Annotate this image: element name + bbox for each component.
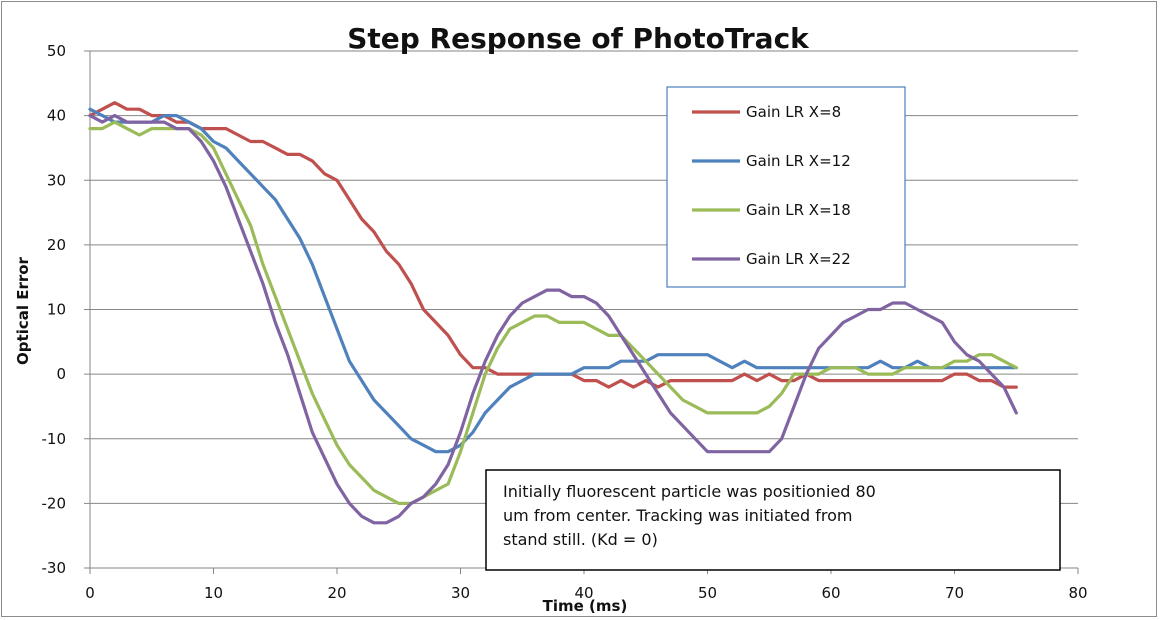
series-line-2: [88, 107, 1018, 454]
legend-label-4: Gain LR X=22: [746, 250, 851, 268]
y-tick-label: 30: [47, 171, 66, 189]
y-tick-label: 40: [47, 107, 66, 125]
annotation-border: [485, 469, 1061, 571]
y-tick-label: 0: [56, 365, 66, 383]
x-tick-label: 60: [821, 584, 840, 602]
legend: Gain LR X=8 Gain LR X=12 Gain LR X=18 Gain …: [666, 86, 906, 288]
x-tick-label: 40: [574, 584, 593, 602]
legend-label-2: Gain LR X=12: [746, 152, 851, 170]
y-tick-labels: 50 40 30 20 10 0 -10 -20 -30: [42, 42, 67, 577]
y-tick-label: 10: [47, 301, 66, 319]
annotation-line-2: um from center. Tracking was initiated f…: [503, 506, 852, 525]
legend-label-1: Gain LR X=8: [746, 103, 841, 121]
x-axis-label: Time (ms): [543, 597, 628, 615]
x-tick-label: 50: [698, 584, 717, 602]
x-tick-label: 10: [204, 584, 223, 602]
series-line-4: [88, 113, 1018, 525]
x-tick-label: 20: [327, 584, 346, 602]
chart-title: Step Response of PhotoTrack: [347, 22, 810, 55]
y-tick-label: -20: [42, 494, 67, 512]
annotation-line-3: stand still. (Kd = 0): [503, 530, 658, 549]
legend-box: [666, 86, 906, 288]
y-axis-label: Optical Error: [14, 256, 32, 365]
annotation-line-1: Initially fluorescent particle was posit…: [503, 482, 876, 501]
series-lines: [88, 101, 1018, 525]
x-tick-label: 70: [945, 584, 964, 602]
x-tick-label: 0: [85, 584, 95, 602]
y-tick-label: -10: [42, 430, 67, 448]
annotation-box: Initially fluorescent particle was posit…: [485, 469, 1061, 571]
x-tick-labels: 0 10 20 30 40 50 60 70 80: [85, 584, 1087, 602]
y-tick-label: -30: [42, 559, 67, 577]
series-line-3: [88, 120, 1018, 505]
y-tick-label: 50: [47, 42, 66, 60]
x-tick-label: 30: [451, 584, 470, 602]
legend-label-3: Gain LR X=18: [746, 201, 851, 219]
x-tick-label: 80: [1068, 584, 1087, 602]
y-tick-label: 20: [47, 236, 66, 254]
